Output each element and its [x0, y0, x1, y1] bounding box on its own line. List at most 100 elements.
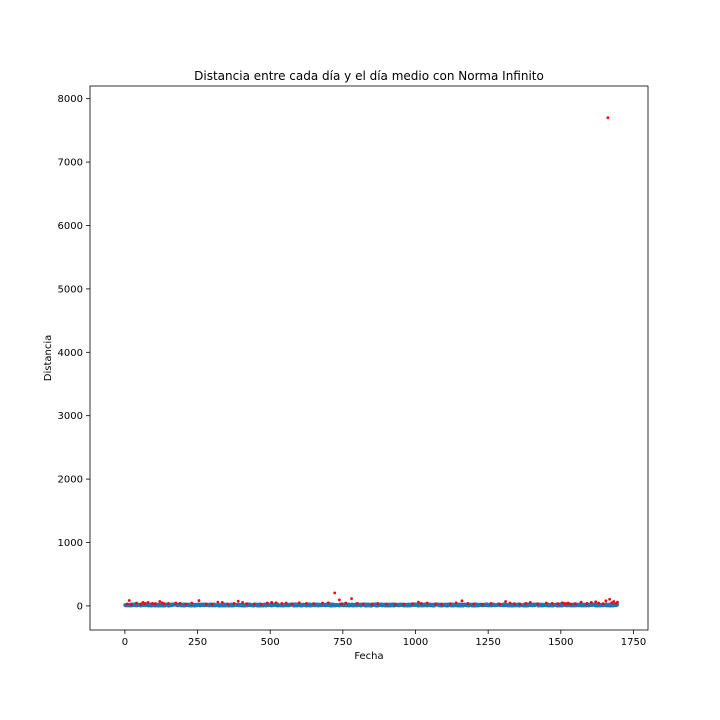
outlier-point [350, 597, 353, 601]
outlier-point [589, 601, 593, 604]
outlier-point [597, 601, 600, 605]
outlier-point [385, 602, 388, 606]
x-tick-label: 0 [122, 637, 128, 648]
outlier-point [326, 601, 330, 605]
outlier-point [178, 601, 182, 605]
y-tick-label: 3000 [58, 411, 83, 422]
outlier-point [472, 602, 476, 606]
outlier-point [162, 602, 166, 606]
outlier-point [184, 602, 188, 606]
outlier-point [434, 602, 438, 606]
outlier-point [612, 600, 616, 603]
outlier-point [333, 591, 337, 595]
plot-area [89, 85, 649, 631]
x-tick-label: 1250 [475, 637, 500, 648]
outlier-point [573, 602, 577, 606]
outlier-point [585, 601, 589, 605]
y-tick-label: 4000 [58, 348, 83, 359]
outlier-point [158, 600, 162, 603]
outlier-point [504, 600, 507, 603]
y-axis-label: Distancia [43, 335, 54, 381]
outlier-point [425, 601, 429, 605]
plot-frame [89, 85, 649, 631]
outlier-point [601, 602, 605, 606]
outlier-point [536, 602, 539, 606]
y-tick-label: 0 [77, 601, 83, 612]
x-tick-label: 1000 [403, 637, 428, 648]
chart-title: Distancia entre cada día y el día medio … [194, 69, 544, 83]
outlier-point [174, 601, 178, 605]
outlier-point [190, 601, 194, 605]
x-axis-label: Fecha [354, 651, 383, 662]
outlier-point [610, 601, 614, 605]
outlier-point [355, 601, 359, 605]
outlier-point [419, 601, 423, 605]
outlier-point [274, 601, 278, 605]
y-tick-label: 1000 [58, 538, 83, 549]
y-tick-label: 7000 [58, 158, 83, 169]
outlier-point [129, 603, 133, 607]
outlier-point [393, 603, 397, 607]
outlier-point [260, 602, 263, 606]
x-tick-label: 750 [333, 637, 352, 648]
outlier-point [146, 601, 150, 604]
y-tick-label: 2000 [58, 475, 83, 486]
outlier-point [284, 601, 288, 605]
outlier-point [361, 602, 365, 606]
outlier-point [297, 601, 301, 605]
outlier-point [252, 602, 256, 606]
outlier-point [339, 602, 343, 606]
outlier-point [153, 602, 157, 606]
outlier-point [236, 599, 240, 603]
outlier-point [606, 116, 610, 120]
outlier-point [376, 601, 380, 605]
y-tick-label: 5000 [58, 284, 83, 295]
outlier-point [417, 600, 420, 604]
x-tick-label: 500 [261, 637, 280, 648]
outlier-point [135, 601, 138, 605]
outlier-point [312, 602, 316, 606]
outlier-point [402, 602, 406, 606]
outlier-point [125, 602, 129, 606]
x-tick-label: 250 [188, 637, 207, 648]
outlier-point [528, 601, 532, 604]
outlier-point [566, 601, 570, 605]
outlier-point [216, 600, 220, 604]
outlier-point [594, 600, 598, 604]
y-tick-label: 6000 [58, 221, 83, 232]
outlier-point [512, 602, 516, 606]
outlier-point [232, 601, 236, 605]
outlier-point [524, 601, 528, 605]
outlier-point [440, 602, 444, 606]
outlier-point [608, 597, 612, 601]
outlier-point [508, 601, 512, 605]
outlier-point [141, 601, 145, 604]
outlier-point [579, 600, 583, 604]
outlier-point [143, 601, 147, 605]
outlier-point [321, 601, 324, 605]
outlier-point [290, 602, 294, 606]
y-tick-label: 8000 [58, 94, 83, 105]
outlier-point [270, 601, 274, 604]
outlier-point [151, 601, 154, 605]
outlier-point [460, 599, 464, 603]
outlier-point [498, 602, 502, 606]
outlier-point [411, 602, 414, 606]
outlier-point [337, 598, 341, 602]
outlier-point [448, 602, 452, 606]
series-red [125, 116, 619, 607]
outlier-point [204, 602, 208, 606]
outlier-point [480, 602, 484, 606]
outlier-point [370, 602, 374, 606]
outlier-point [241, 601, 244, 604]
outlier-point [305, 601, 308, 605]
outlier-point [127, 599, 131, 602]
outlier-point [569, 602, 573, 606]
outlier-point [556, 602, 560, 606]
outlier-point [280, 601, 284, 605]
outlier-point [265, 601, 269, 605]
y-axis: 0 1000 2000 3000 4000 5000 6000 7000 8000 [58, 94, 90, 612]
outlier-point [544, 601, 548, 605]
outlier-point [210, 602, 214, 606]
